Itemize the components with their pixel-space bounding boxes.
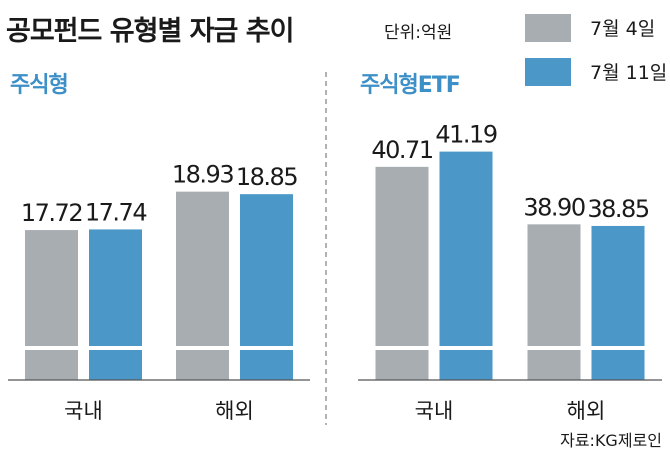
value-label: 38.85 (587, 195, 648, 223)
bar (25, 230, 78, 380)
axis-break (373, 346, 495, 350)
x-tick-label: 국내 (415, 399, 454, 423)
x-tick-label: 해외 (215, 399, 254, 423)
bar (439, 151, 493, 380)
legend-swatch (525, 14, 571, 42)
value-label: 18.85 (236, 163, 297, 191)
source-note: 자료:KG제로인 (560, 431, 662, 450)
bar (176, 191, 229, 380)
x-tick-label: 해외 (567, 399, 606, 423)
legend-label: 7월 11일 (590, 62, 667, 84)
value-label: 41.19 (435, 121, 496, 149)
axis-break (23, 346, 144, 350)
value-label: 18.93 (172, 161, 233, 189)
axis-break (174, 346, 295, 350)
panel-title: 주식형ETF (360, 73, 460, 98)
legend-swatch (525, 58, 571, 86)
bar (375, 166, 429, 380)
bar (89, 229, 142, 380)
chart-title: 공모펀드 유형별 자금 추이 (6, 16, 293, 47)
bar (240, 194, 293, 380)
axis-break (525, 346, 647, 350)
x-tick-label: 국내 (64, 399, 103, 423)
bar (527, 224, 581, 380)
bar (591, 225, 645, 380)
value-label: 17.72 (21, 199, 82, 227)
value-label: 17.74 (85, 198, 146, 226)
panel-title: 주식형 (10, 73, 68, 98)
legend-label: 7월 4일 (590, 18, 655, 40)
unit-note: 단위:억원 (384, 23, 452, 43)
value-label: 38.90 (523, 193, 584, 221)
value-label: 40.71 (371, 136, 432, 164)
